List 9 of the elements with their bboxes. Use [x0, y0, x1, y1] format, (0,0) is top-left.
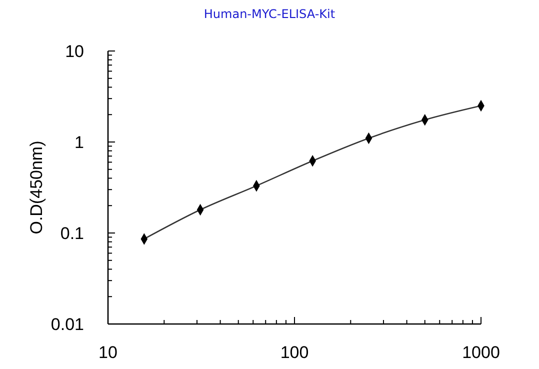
- y-tick-label: 10: [65, 42, 84, 61]
- chart-title: Human-MYC-ELISA-Kit: [204, 7, 336, 21]
- y-axis-title: O.D(450nm): [27, 140, 46, 234]
- x-tick-label: 100: [280, 343, 309, 362]
- x-tick-label: 10: [98, 343, 118, 362]
- y-tick-label: 0.01: [50, 315, 84, 334]
- y-tick-label: 0.1: [60, 224, 84, 243]
- x-tick-label: 1000: [462, 343, 500, 362]
- y-tick-label: 1: [74, 133, 84, 152]
